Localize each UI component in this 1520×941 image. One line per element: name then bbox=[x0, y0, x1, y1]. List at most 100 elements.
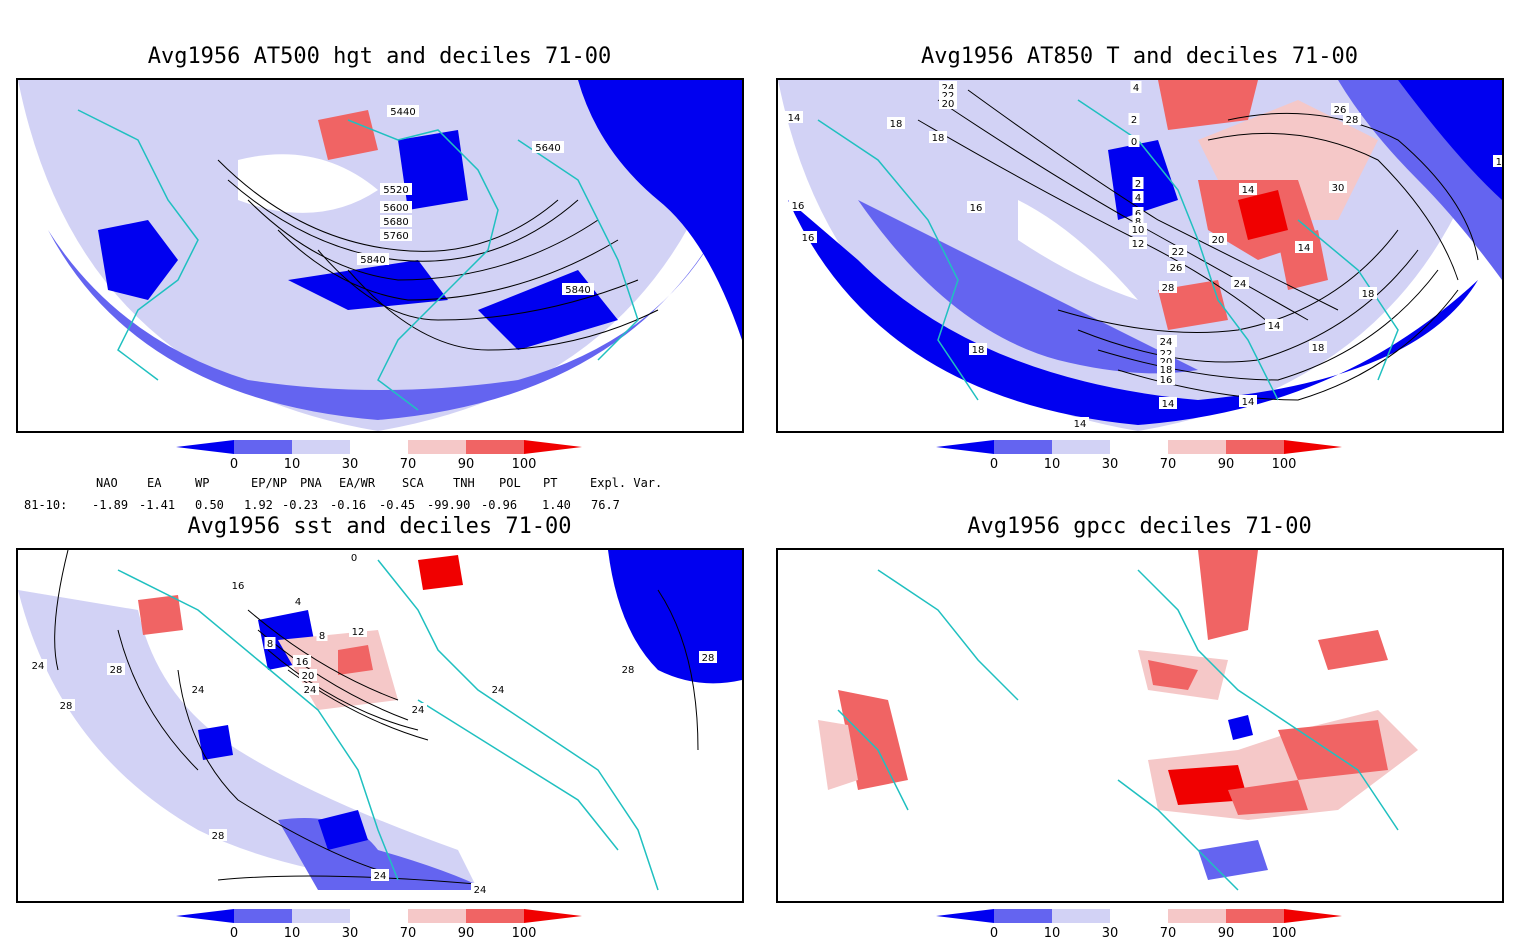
contour-label-bg bbox=[1169, 245, 1187, 257]
colorbar-tick-label: 100 bbox=[512, 457, 537, 472]
contour-label-bg bbox=[1343, 113, 1361, 125]
panel-title-hgt500: Avg1956 AT500 hgt and deciles 71-00 bbox=[147, 44, 612, 69]
index-value: -99.90 bbox=[427, 498, 471, 512]
contour-label: 16 bbox=[1160, 375, 1173, 386]
contour-label-bg bbox=[264, 637, 276, 649]
colorbar-tick-label: 100 bbox=[512, 926, 537, 941]
contour-label-bg bbox=[349, 625, 367, 637]
index-value: 1.92 bbox=[244, 498, 273, 512]
colorbar-arrow-low bbox=[176, 909, 234, 923]
contour-label-bg bbox=[1129, 223, 1147, 235]
index-header: PT bbox=[543, 476, 558, 490]
colorbar-gpcc-segments: 0 10 30 70 90 100 bbox=[936, 909, 1342, 941]
panel-title-sst: Avg1956 sst and deciles 71-00 bbox=[187, 514, 572, 539]
colorbar-segment bbox=[466, 909, 524, 923]
colorbar-segment bbox=[350, 440, 408, 454]
contour-label-bg bbox=[371, 869, 389, 881]
contour-label: 28 bbox=[60, 701, 73, 712]
index-header: NAO bbox=[96, 476, 118, 490]
contour-label: 24 bbox=[412, 705, 425, 716]
contour-label-bg bbox=[1231, 277, 1249, 289]
colorbar-tick-label: 30 bbox=[1102, 457, 1119, 472]
contour-label: 5760 bbox=[383, 231, 408, 242]
contour-label-bg bbox=[799, 231, 817, 243]
contour-label: 16 bbox=[970, 203, 983, 214]
colorbar-segment bbox=[466, 440, 524, 454]
contour-label: 16 bbox=[296, 657, 309, 668]
colorbar-segment bbox=[234, 909, 292, 923]
contour-label: 14 bbox=[1162, 399, 1175, 410]
colorbar-segment bbox=[1052, 909, 1110, 923]
contour-label-bg bbox=[1331, 103, 1349, 115]
index-header: TNH bbox=[453, 476, 475, 490]
contour-label-bg bbox=[929, 131, 947, 143]
contour-label: 12 bbox=[1132, 239, 1145, 250]
contour-label: 5520 bbox=[383, 185, 408, 196]
contour-label: 4 bbox=[1135, 193, 1141, 204]
contour-label: 5440 bbox=[390, 107, 415, 118]
contour-label: 20 bbox=[1212, 235, 1225, 246]
map-gpcc bbox=[778, 550, 1502, 901]
contour-label-bg bbox=[489, 683, 507, 695]
index-value: -1.41 bbox=[139, 498, 176, 512]
contour-label-bg bbox=[189, 683, 207, 695]
colorbar-segment bbox=[994, 440, 1052, 454]
contour-label-bg bbox=[1309, 341, 1327, 353]
index-header: PNA bbox=[300, 476, 322, 490]
colorbar-tick-label: 70 bbox=[400, 457, 417, 472]
index-row-label: 81-10: bbox=[24, 498, 68, 512]
contour-label-bg bbox=[1157, 373, 1175, 385]
contour-label: 24 bbox=[32, 661, 45, 672]
contour-label: 28 bbox=[212, 831, 225, 842]
colorbar-segment bbox=[1110, 440, 1168, 454]
colorbar-segment bbox=[1168, 440, 1226, 454]
contour-label-bg bbox=[1239, 395, 1257, 407]
contour-label-bg bbox=[357, 253, 389, 265]
colorbar-arrow-low bbox=[936, 440, 994, 454]
colorbar-arrow-high bbox=[1284, 440, 1342, 454]
colorbar-tick-label: 10 bbox=[1044, 926, 1061, 941]
contour-label-bg bbox=[1265, 319, 1283, 331]
contour-label: 24 bbox=[492, 685, 505, 696]
colorbar-gpcc: 0 10 30 70 90 100 bbox=[936, 909, 1342, 941]
contour-label: 24 bbox=[192, 685, 205, 696]
colorbar-segment bbox=[408, 440, 466, 454]
contour-label: 5640 bbox=[535, 143, 560, 154]
contour-label: 5600 bbox=[383, 203, 408, 214]
map-panel-t850: 2422204201418182628161624681012161430162… bbox=[776, 78, 1504, 433]
contour-label: 28 bbox=[702, 653, 715, 664]
colorbar-segment bbox=[408, 909, 466, 923]
colorbar-hgt500-segments: 0 10 30 70 90 100 bbox=[176, 440, 582, 472]
contour-label: 18 bbox=[1160, 365, 1173, 376]
contour-label-bg bbox=[1159, 281, 1177, 293]
contour-label-bg bbox=[57, 699, 75, 711]
index-header: POL bbox=[499, 476, 521, 490]
colorbar-t850-segments: 0 10 30 70 90 100 bbox=[936, 440, 1342, 472]
contour-label: 24 bbox=[374, 871, 387, 882]
contour-label-bg bbox=[229, 579, 247, 591]
contour-label: 18 bbox=[972, 345, 985, 356]
contour-label: 24 bbox=[474, 885, 487, 896]
contour-label: 12 bbox=[352, 627, 365, 638]
contour-label-bg bbox=[939, 97, 957, 109]
index-header: SCA bbox=[402, 476, 424, 490]
colorbar-tick-label: 70 bbox=[1160, 457, 1177, 472]
contour-label-bg bbox=[293, 655, 311, 667]
contour-label-bg bbox=[967, 201, 985, 213]
contour-label: 22 bbox=[942, 91, 955, 102]
colorbar-sst: 0 10 30 70 90 100 bbox=[176, 909, 582, 941]
contour-label-bg bbox=[1493, 155, 1502, 167]
index-header: EA/WR bbox=[339, 476, 376, 490]
contour-label: 20 bbox=[302, 671, 315, 682]
index-value: 0.50 bbox=[195, 498, 224, 512]
colorbar-tick-label: 70 bbox=[1160, 926, 1177, 941]
contour-label: 16 bbox=[792, 201, 805, 212]
contour-label: 4 bbox=[295, 597, 301, 608]
colorbar-tick-label: 90 bbox=[458, 457, 475, 472]
contour-label: 18 bbox=[1312, 343, 1325, 354]
contour-label-bg bbox=[301, 683, 319, 695]
contour-labels-sst: 0 16 4 8 12 8 16 20 24 28 28 24 24 24 28 28 24 28 24 24 bbox=[29, 551, 717, 896]
colorbar-segment bbox=[292, 909, 350, 923]
map-panel-gpcc bbox=[776, 548, 1504, 903]
contour-label-bg bbox=[380, 201, 412, 213]
